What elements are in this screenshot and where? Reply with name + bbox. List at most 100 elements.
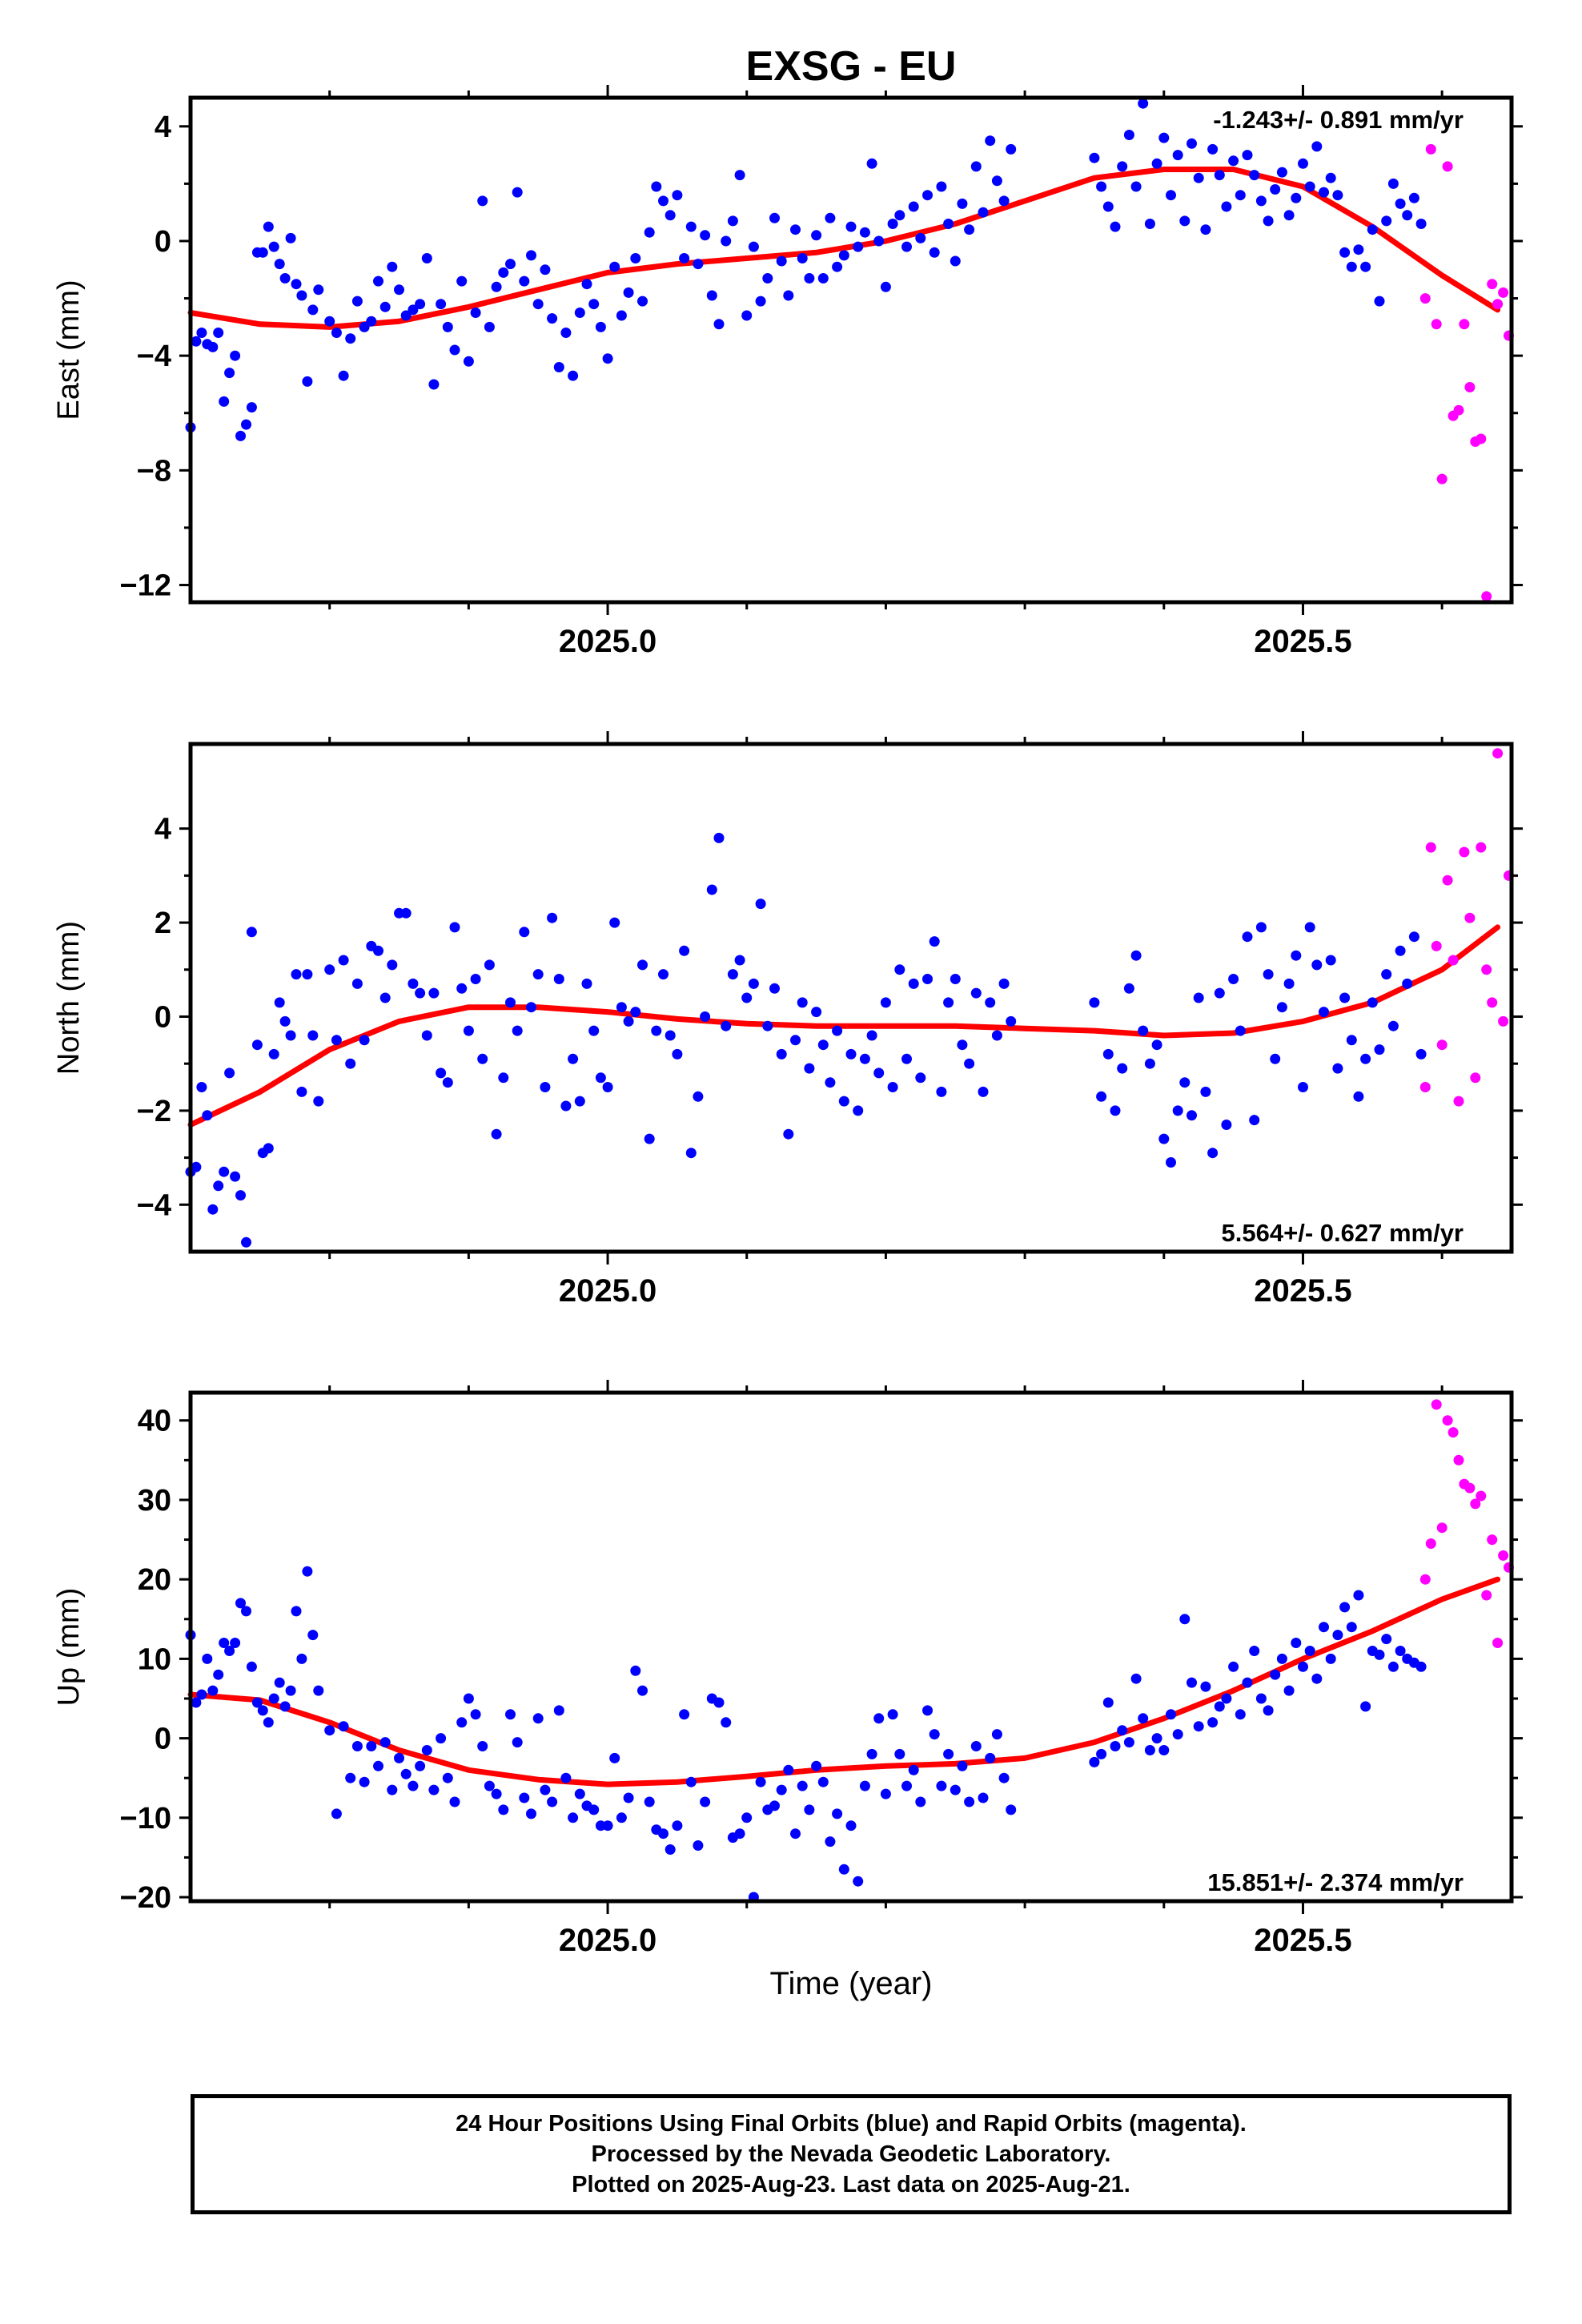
final-orbit-point [1283, 978, 1295, 989]
final-orbit-point [560, 1100, 572, 1112]
rapid-orbit-point [1453, 1454, 1464, 1466]
final-orbit-point [616, 1002, 627, 1013]
final-orbit-point [964, 1058, 975, 1069]
final-orbit-point [783, 1764, 794, 1775]
final-orbit-point [936, 1086, 947, 1097]
final-orbit-point [394, 284, 404, 296]
final-orbit-point [1276, 1002, 1287, 1013]
final-orbit-point [804, 273, 815, 283]
final-orbit-point [609, 1752, 620, 1763]
final-orbit-point [644, 1796, 655, 1807]
final-orbit-point [873, 1713, 885, 1724]
final-orbit-point [1249, 170, 1260, 181]
final-orbit-point [672, 190, 683, 201]
final-orbit-point [338, 370, 349, 381]
final-orbit-point [1283, 210, 1295, 221]
final-orbit-point [207, 1685, 219, 1696]
final-orbit-point [887, 219, 898, 229]
final-orbit-point [268, 1048, 279, 1059]
final-orbit-point [665, 210, 676, 221]
rapid-orbit-point [1431, 940, 1442, 951]
fit-curve [187, 167, 1501, 330]
final-orbit-point [379, 301, 391, 312]
final-orbit-point [470, 308, 481, 318]
final-orbit-point [950, 974, 961, 984]
final-orbit-point [741, 992, 753, 1003]
final-orbit-point [825, 1836, 836, 1848]
final-orbit-point [568, 370, 579, 381]
final-orbit-point [1089, 152, 1100, 163]
final-orbit-point [672, 1820, 683, 1831]
final-orbit-point [400, 1768, 412, 1779]
final-orbit-point [644, 227, 655, 238]
final-orbit-point [1207, 1148, 1219, 1159]
final-orbit-point [1006, 143, 1017, 155]
final-orbit-point [285, 232, 296, 243]
final-orbit-point [519, 1792, 530, 1803]
final-orbit-point [581, 279, 592, 290]
final-orbit-point [268, 1693, 279, 1704]
final-orbit-point [588, 1804, 600, 1815]
final-orbit-point [1381, 215, 1392, 227]
rapid-orbit-point [1419, 293, 1431, 304]
final-orbit-point [581, 978, 592, 989]
final-orbit-point [811, 230, 822, 241]
final-orbit-point [797, 997, 808, 1008]
y-tick-label: 0 [155, 1000, 171, 1034]
final-orbit-point [1089, 1756, 1100, 1767]
final-orbit-point [1298, 158, 1308, 169]
final-orbit-point [713, 319, 725, 330]
final-orbit-point [1270, 1053, 1281, 1064]
final-orbit-point [776, 255, 787, 267]
final-orbit-point [1291, 950, 1302, 961]
final-orbit-point [1353, 1091, 1364, 1102]
final-orbit-point [291, 969, 302, 980]
fit-curve [187, 924, 1501, 1128]
final-orbit-point [1374, 1649, 1385, 1660]
final-orbit-point [394, 1752, 404, 1763]
final-orbit-point [936, 181, 947, 192]
rapid-orbit-point [1476, 1490, 1487, 1502]
final-orbit-point [526, 250, 536, 261]
final-orbit-point [1242, 150, 1253, 161]
final-orbit-point [929, 247, 940, 258]
final-orbit-point [832, 1025, 843, 1036]
final-orbit-point [1387, 1661, 1399, 1672]
final-orbit-point [436, 1733, 447, 1744]
final-orbit-point [274, 1677, 285, 1688]
final-orbit-point [1381, 1634, 1392, 1645]
final-orbit-point [804, 1063, 815, 1074]
final-orbit-point [811, 1007, 822, 1018]
final-orbit-point [1130, 1673, 1142, 1684]
rapid-orbit-point [1419, 1574, 1431, 1585]
final-orbit-point [991, 175, 1002, 187]
final-orbit-point [817, 273, 829, 283]
final-orbit-point [366, 316, 377, 327]
final-orbit-point [721, 1020, 732, 1031]
final-orbit-point [1311, 1673, 1323, 1684]
final-orbit-point [351, 1741, 363, 1751]
final-orbit-point [1221, 1120, 1232, 1130]
final-orbit-point [1263, 1705, 1274, 1716]
final-orbit-point [338, 1721, 349, 1732]
final-orbit-point [866, 1030, 877, 1041]
footer-box: 24 Hour Positions Using Final Orbits (bl… [191, 2094, 1512, 2214]
final-orbit-point [1096, 1091, 1107, 1102]
final-orbit-point [873, 235, 885, 247]
final-orbit-point [700, 1796, 711, 1807]
final-orbit-point [379, 992, 391, 1003]
y-tick-label: −12 [120, 569, 171, 603]
final-orbit-point [456, 983, 468, 994]
final-orbit-point [929, 1729, 940, 1740]
final-orbit-point [957, 1760, 968, 1771]
final-orbit-point [196, 1082, 207, 1092]
final-orbit-point [1319, 1622, 1329, 1633]
final-orbit-point [797, 1780, 808, 1791]
y-tick-label: −4 [137, 340, 171, 373]
y-tick-label: 2 [155, 907, 171, 940]
final-orbit-point [866, 158, 877, 169]
final-orbit-point [693, 1091, 704, 1102]
final-orbit-point [991, 1030, 1002, 1041]
final-orbit-point [191, 336, 202, 347]
